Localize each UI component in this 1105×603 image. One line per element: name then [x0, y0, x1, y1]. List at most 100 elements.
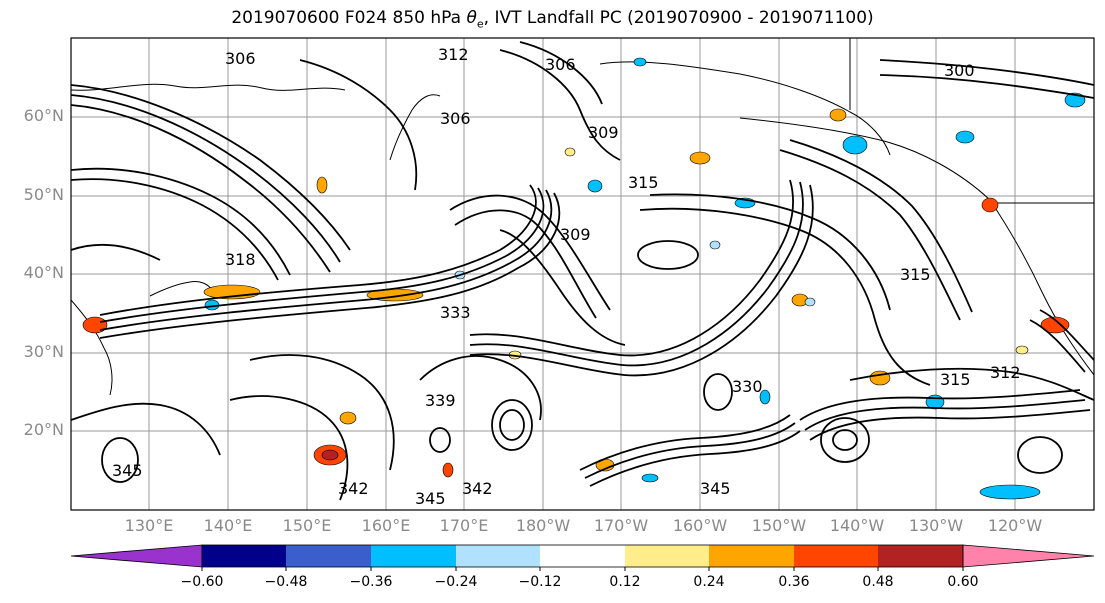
contour-line	[71, 178, 279, 281]
patch-positive	[689, 151, 711, 165]
graticule	[71, 38, 1094, 510]
lon-label-180w: 180°W	[515, 516, 571, 535]
lon-label-150w: 150°W	[751, 516, 807, 535]
coastline-asia-east	[71, 299, 113, 396]
coastline-north-america	[989, 199, 1094, 376]
colorbar-tick-label: −0.60	[180, 574, 224, 590]
coastline-aleutians	[739, 117, 991, 201]
contour-line	[71, 243, 161, 261]
patch-negative	[979, 484, 1041, 500]
colorbar-bin	[709, 545, 794, 567]
patch-negative	[955, 130, 975, 144]
map-frame	[70, 37, 1095, 511]
contour-label: 306	[545, 55, 576, 74]
contour-label: 300	[944, 61, 975, 80]
patch-positive	[1040, 316, 1070, 334]
pc-patches	[82, 57, 1086, 500]
contour-line	[879, 59, 1094, 86]
colorbar-tick-label: 0.48	[862, 574, 894, 590]
contour-closed	[101, 437, 139, 483]
title-prefix: 2019070600 F024 850 hPa	[231, 8, 467, 28]
patch-negative	[641, 473, 659, 483]
contour-line	[71, 94, 341, 263]
contour-label: 342	[338, 479, 369, 498]
contour-closed	[429, 427, 451, 453]
contour-label: 315	[940, 370, 971, 389]
contour-line	[71, 104, 331, 273]
contour-label: 306	[440, 109, 471, 128]
lon-label-140e: 140°E	[203, 516, 253, 535]
colorbar-bin	[878, 545, 963, 567]
lat-label-20n: 20°N	[23, 420, 64, 439]
title-theta-subscript: e	[476, 17, 484, 31]
colorbar-outline	[201, 544, 964, 568]
lon-label-140w: 140°W	[829, 516, 885, 535]
contour-line	[499, 229, 626, 346]
contour-line	[99, 184, 537, 316]
patch-negative	[759, 389, 771, 405]
patch-positive	[829, 108, 847, 122]
contour-line	[589, 430, 801, 487]
patch-negative	[842, 135, 868, 155]
patch-positive	[1015, 345, 1029, 355]
contour-closed	[703, 373, 733, 411]
contour-closed	[820, 417, 870, 463]
contour-line	[419, 355, 542, 421]
colorbar-bin	[625, 545, 709, 567]
contour-labels: 306 312 306 300 306 309 315 315 318 309 …	[112, 45, 1021, 508]
colorbar-tick-label: −0.24	[434, 574, 478, 590]
patch-positive	[564, 147, 576, 157]
lon-label-130w: 130°W	[908, 516, 964, 535]
contour-line	[469, 179, 794, 357]
patch-negative	[804, 297, 816, 307]
contour-label: 339	[425, 391, 456, 410]
title-theta: θ	[466, 8, 477, 28]
patch-positive	[442, 462, 454, 478]
contour-label: 333	[440, 303, 471, 322]
contour-closed	[637, 240, 699, 270]
colorbar-tick-label: 0.60	[947, 574, 979, 590]
contour-line	[779, 149, 961, 321]
lon-label-130e: 130°E	[124, 516, 174, 535]
contour-line	[99, 192, 561, 339]
colorbar-tick-label: 0.24	[693, 574, 725, 590]
contour-line	[879, 74, 1094, 99]
contour-line	[789, 139, 973, 313]
lon-label-150e: 150°E	[282, 516, 332, 535]
colorbar-tick-label: 0.36	[778, 574, 810, 590]
contour-line	[71, 402, 221, 456]
contour-line	[454, 209, 597, 319]
colorbar-tick-label: −0.36	[349, 574, 393, 590]
contour-label: 312	[438, 45, 469, 64]
title-suffix: , IVT Landfall PC (2019070900 - 20190711…	[483, 8, 874, 28]
contour-line	[1039, 309, 1094, 361]
colorbar-bin	[540, 545, 625, 567]
patch-negative	[587, 179, 603, 193]
lon-label-170e: 170°E	[439, 516, 489, 535]
colorbar-extend-low	[70, 544, 203, 568]
contour-line	[519, 41, 603, 105]
contour-line	[804, 399, 1086, 431]
contour-line	[809, 409, 1091, 441]
contour-line	[99, 187, 545, 323]
colorbar-tick-label: 0.12	[609, 574, 641, 590]
contour-line	[849, 367, 1094, 401]
lat-label-60n: 60°N	[23, 106, 64, 125]
contour-label: 345	[700, 479, 731, 498]
contour-label: 318	[225, 250, 256, 269]
patch-negative	[709, 240, 721, 250]
lat-label-30n: 30°N	[23, 342, 64, 361]
contour-line	[579, 414, 791, 471]
lon-label-170w: 170°W	[593, 516, 649, 535]
contour-closed	[1017, 436, 1063, 474]
colorbar-tick-label: −0.12	[518, 574, 562, 590]
contour-label: 345	[112, 461, 143, 480]
colorbar-tick-label: −0.48	[264, 574, 308, 590]
lon-label-120w: 120°W	[987, 516, 1043, 535]
contour-label: 330	[732, 377, 763, 396]
contour-label: 306	[225, 49, 256, 68]
coastline-siberia	[71, 83, 346, 91]
contour-line	[229, 395, 349, 501]
contour-closed	[491, 399, 533, 451]
